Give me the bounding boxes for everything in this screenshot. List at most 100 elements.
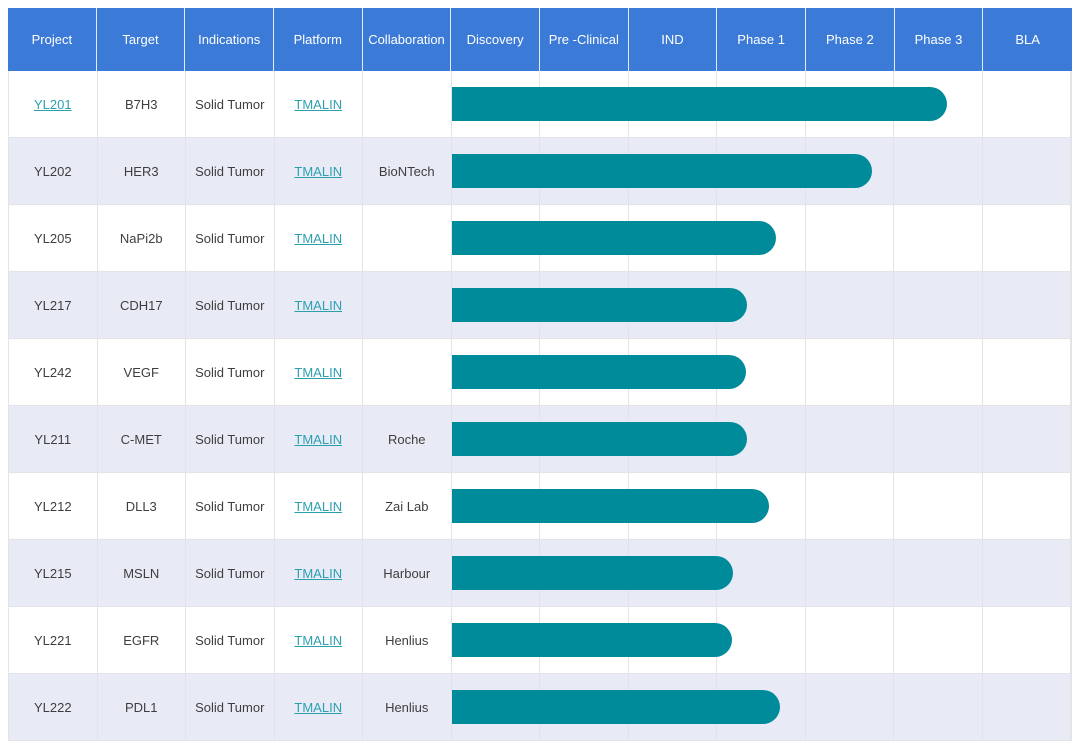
project-cell: YL222 bbox=[9, 674, 98, 740]
platform-link[interactable]: TMALIN bbox=[294, 565, 343, 581]
stage-cell-phase-3 bbox=[894, 205, 983, 271]
platform-link[interactable]: TMALIN bbox=[294, 230, 343, 246]
column-header-phase-2: Phase 2 bbox=[806, 8, 895, 71]
column-header-phase-1: Phase 1 bbox=[717, 8, 806, 71]
indications-cell: Solid Tumor bbox=[186, 406, 275, 472]
indications-cell: Solid Tumor bbox=[186, 607, 275, 673]
stage-cell-phase-3 bbox=[894, 138, 983, 204]
indications-label: Solid Tumor bbox=[195, 297, 265, 313]
stage-cell-bla bbox=[983, 473, 1071, 539]
stage-cell-phase-2 bbox=[806, 272, 894, 338]
platform-link[interactable]: TMALIN bbox=[294, 498, 343, 514]
project-label: YL221 bbox=[33, 632, 72, 648]
column-header-bla: BLA bbox=[1015, 32, 1040, 47]
pipeline-progress-bar bbox=[451, 87, 948, 121]
stage-cell-bla bbox=[983, 406, 1071, 472]
project-cell: YL242 bbox=[9, 339, 98, 405]
platform-link[interactable]: TMALIN bbox=[294, 364, 343, 380]
project-label: YL217 bbox=[33, 297, 72, 313]
stage-cell-bla bbox=[983, 272, 1071, 338]
pipeline-progress-bar bbox=[451, 556, 733, 590]
platform-cell: TMALIN bbox=[275, 540, 363, 606]
target-cell: PDL1 bbox=[98, 674, 186, 740]
indications-cell: Solid Tumor bbox=[186, 71, 275, 137]
target-label: HER3 bbox=[123, 163, 159, 179]
pipeline-progress-bar bbox=[451, 355, 747, 389]
collaboration-cell: Roche bbox=[363, 406, 452, 472]
project-label: YL205 bbox=[33, 230, 72, 246]
target-label: EGFR bbox=[123, 632, 160, 648]
platform-cell: TMALIN bbox=[275, 272, 363, 338]
indications-cell: Solid Tumor bbox=[186, 205, 275, 271]
indications-label: Solid Tumor bbox=[195, 364, 265, 380]
project-cell: YL217 bbox=[9, 272, 98, 338]
indications-cell: Solid Tumor bbox=[186, 473, 275, 539]
stage-cell-bla bbox=[983, 205, 1071, 271]
project-label: YL242 bbox=[33, 364, 72, 380]
table-row: YL205 NaPi2b Solid Tumor TMALIN bbox=[8, 205, 1072, 272]
pipeline-progress-bar bbox=[451, 623, 733, 657]
stage-area bbox=[451, 272, 1071, 338]
platform-cell: TMALIN bbox=[275, 473, 363, 539]
indications-label: Solid Tumor bbox=[195, 498, 265, 514]
pipeline-progress-bar bbox=[451, 489, 770, 523]
target-cell: HER3 bbox=[98, 138, 186, 204]
target-label: VEGF bbox=[123, 364, 159, 380]
indications-label: Solid Tumor bbox=[195, 163, 265, 179]
indications-cell: Solid Tumor bbox=[186, 339, 275, 405]
platform-link[interactable]: TMALIN bbox=[294, 632, 343, 648]
target-cell: MSLN bbox=[98, 540, 186, 606]
stage-cell-bla bbox=[983, 540, 1071, 606]
collaboration-label: Henlius bbox=[385, 699, 429, 715]
indications-label: Solid Tumor bbox=[195, 230, 265, 246]
column-header-discovery: Discovery bbox=[451, 8, 540, 71]
column-header-pre-clinical: Pre -Clinical bbox=[540, 8, 629, 71]
collaboration-label: Henlius bbox=[385, 632, 429, 648]
stage-cell-phase-3 bbox=[894, 406, 983, 472]
platform-cell: TMALIN bbox=[275, 138, 363, 204]
collaboration-cell bbox=[363, 339, 452, 405]
table-body: YL201 B7H3 Solid Tumor TMALIN YL202 HER3 Solid… bbox=[8, 71, 1072, 741]
stage-area bbox=[451, 339, 1071, 405]
stage-area bbox=[451, 205, 1071, 271]
pipeline-progress-bar bbox=[451, 221, 777, 255]
project-link[interactable]: YL201 bbox=[33, 96, 72, 112]
project-cell: YL221 bbox=[9, 607, 98, 673]
stage-cell-phase-1 bbox=[717, 406, 806, 472]
platform-link[interactable]: TMALIN bbox=[294, 297, 343, 313]
stage-cell-phase-3 bbox=[894, 674, 983, 740]
collaboration-cell: BioNTech bbox=[363, 138, 452, 204]
indications-cell: Solid Tumor bbox=[186, 674, 275, 740]
column-header-target: Target bbox=[97, 8, 186, 71]
stage-cell-phase-1 bbox=[717, 205, 806, 271]
indications-cell: Solid Tumor bbox=[186, 540, 275, 606]
platform-link[interactable]: TMALIN bbox=[294, 699, 343, 715]
pipeline-progress-bar bbox=[451, 422, 748, 456]
stage-cell-phase-3 bbox=[894, 339, 983, 405]
platform-link[interactable]: TMALIN bbox=[294, 163, 343, 179]
stage-cell-phase-2 bbox=[806, 674, 894, 740]
collaboration-cell bbox=[363, 272, 452, 338]
collaboration-label: Zai Lab bbox=[385, 498, 429, 514]
target-cell: NaPi2b bbox=[98, 205, 186, 271]
stage-area bbox=[451, 607, 1071, 673]
stage-cell-phase-1 bbox=[717, 339, 806, 405]
stage-cell-bla bbox=[983, 339, 1071, 405]
platform-cell: TMALIN bbox=[275, 406, 363, 472]
collaboration-label: BioNTech bbox=[378, 163, 435, 179]
column-header-indications: Indications bbox=[185, 8, 274, 71]
stage-cell-phase-3 bbox=[894, 272, 983, 338]
platform-link[interactable]: TMALIN bbox=[294, 96, 343, 112]
stage-cell-phase-3 bbox=[894, 71, 983, 137]
table-row: YL212 DLL3 Solid Tumor TMALIN Zai Lab bbox=[8, 473, 1072, 540]
stage-cell-phase-3 bbox=[894, 473, 983, 539]
platform-cell: TMALIN bbox=[275, 71, 363, 137]
stage-cell-phase-3 bbox=[894, 607, 983, 673]
collaboration-cell bbox=[363, 205, 452, 271]
project-cell: YL205 bbox=[9, 205, 98, 271]
pipeline-progress-bar bbox=[451, 154, 872, 188]
platform-cell: TMALIN bbox=[275, 674, 363, 740]
stage-area bbox=[451, 406, 1071, 472]
stage-cell-phase-2 bbox=[806, 339, 894, 405]
platform-link[interactable]: TMALIN bbox=[294, 431, 343, 447]
